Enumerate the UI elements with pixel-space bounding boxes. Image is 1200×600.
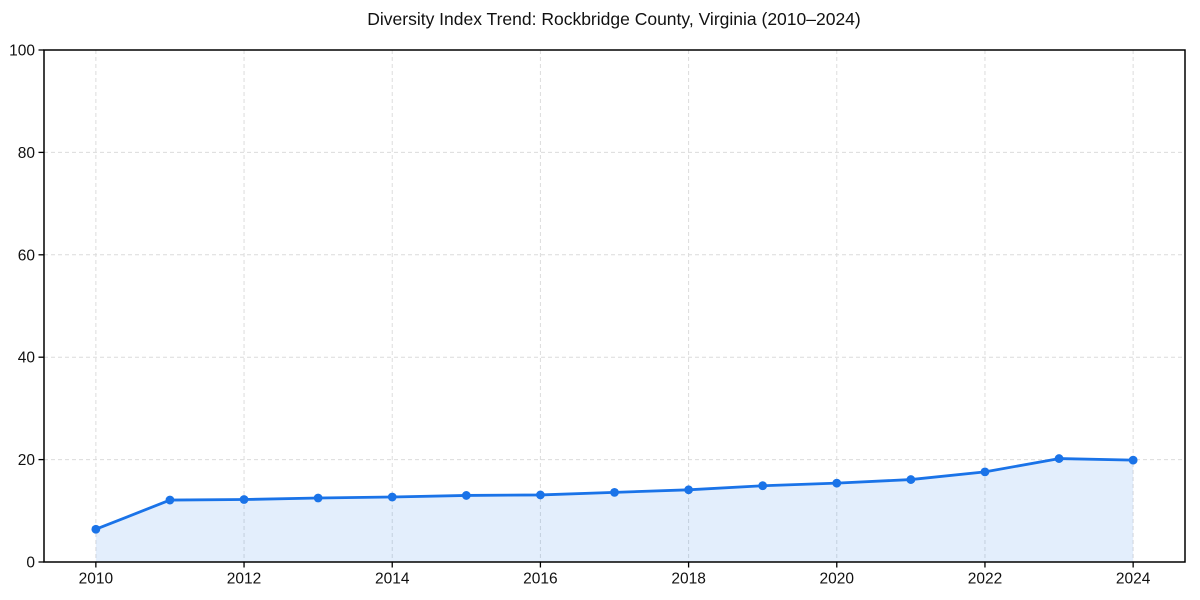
data-point-2010 [91, 524, 101, 534]
data-point-2023 [1054, 454, 1064, 463]
y-tick-label: 20 [18, 452, 36, 469]
data-point-2024 [1128, 455, 1138, 465]
data-point-2017 [610, 487, 619, 497]
y-tick-label: 40 [18, 350, 36, 367]
data-point-2013 [313, 493, 323, 503]
x-tick-label: 2024 [1116, 571, 1151, 588]
x-tick-label: 2022 [968, 571, 1002, 588]
x-tick-label: 2020 [820, 571, 855, 588]
x-tick-label: 2014 [375, 571, 410, 588]
plot-border [43, 49, 1186, 563]
data-point-2019 [758, 481, 768, 491]
x-tick-label: 2012 [227, 571, 261, 588]
data-points-layer [91, 454, 1138, 534]
data-point-2014 [387, 492, 397, 502]
x-tick-label: 2018 [671, 571, 705, 588]
data-point-2020 [832, 478, 842, 488]
y-tick-label: 80 [18, 145, 36, 162]
y-tick-label: 60 [18, 247, 36, 264]
area-fill-layer [95, 458, 1134, 562]
axes-layer [38, 49, 1186, 568]
data-point-2016 [536, 490, 545, 500]
data-point-2018 [684, 485, 693, 495]
tick-labels-layer: 2010 2012 2014 2016 2018 2020 2022 2024 0 20 40 60 8… [9, 43, 1151, 588]
data-point-2012 [239, 495, 249, 504]
y-tick-label: 0 [26, 555, 35, 572]
series-area-fill [95, 458, 1134, 562]
chart-title: Diversity Index Trend: Rockbridge County… [367, 9, 861, 29]
data-point-2021 [906, 475, 916, 484]
data-point-2022 [980, 467, 990, 477]
data-point-2015 [461, 491, 471, 500]
x-tick-label: 2010 [79, 571, 114, 588]
data-point-2011 [165, 495, 175, 505]
x-tick-label: 2016 [523, 571, 557, 588]
y-tick-label: 100 [9, 43, 35, 60]
